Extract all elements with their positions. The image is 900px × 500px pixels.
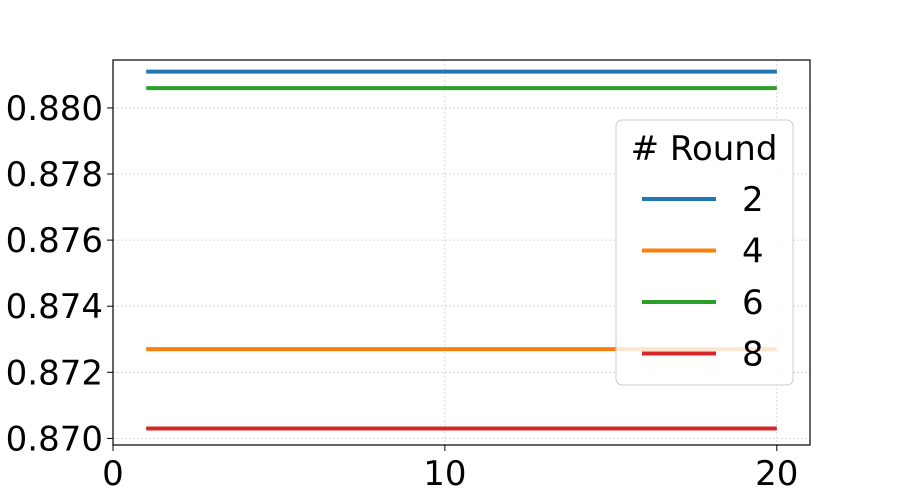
legend-label-2: 2 — [742, 180, 764, 220]
plot-frame — [112, 59, 811, 446]
x-tick-label: 20 — [755, 454, 798, 494]
x-tick-label: 10 — [423, 454, 466, 494]
x-axis: 0 10 20 — [102, 445, 798, 494]
y-tick-label: 0.870 — [6, 419, 103, 459]
legend-items: 2 4 6 8 — [642, 180, 764, 375]
legend-label-6: 6 — [742, 283, 764, 323]
y-tick-label: 0.876 — [6, 221, 103, 261]
series-lines — [146, 69, 777, 431]
y-tick-label: 0.880 — [6, 89, 103, 129]
y-axis: 0.870 0.872 0.874 0.876 0.878 0.880 — [6, 89, 113, 459]
y-tick-label: 0.874 — [6, 287, 103, 327]
legend-title: # Round — [631, 129, 778, 169]
legend-label-8: 8 — [742, 335, 764, 375]
legend-label-4: 4 — [742, 232, 764, 272]
y-tick-label: 0.878 — [6, 155, 103, 195]
x-tick-label: 0 — [102, 454, 124, 494]
y-tick-label: 0.872 — [6, 353, 103, 393]
legend: # Round 2 4 6 8 — [615, 119, 794, 386]
